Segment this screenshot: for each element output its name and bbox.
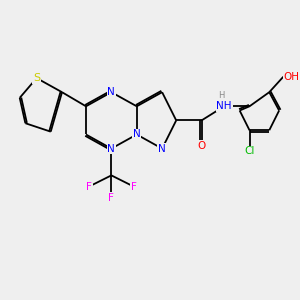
Text: H: H	[218, 91, 224, 100]
Text: F: F	[131, 182, 137, 192]
Text: OH: OH	[284, 72, 299, 82]
Text: S: S	[33, 73, 40, 83]
Text: F: F	[108, 193, 114, 203]
Text: N: N	[107, 144, 115, 154]
Text: N: N	[107, 87, 115, 97]
Text: N: N	[133, 130, 141, 140]
Text: F: F	[86, 182, 92, 192]
Text: NH: NH	[216, 101, 232, 111]
Text: O: O	[197, 141, 206, 151]
Text: N: N	[158, 144, 166, 154]
Text: Cl: Cl	[244, 146, 255, 156]
